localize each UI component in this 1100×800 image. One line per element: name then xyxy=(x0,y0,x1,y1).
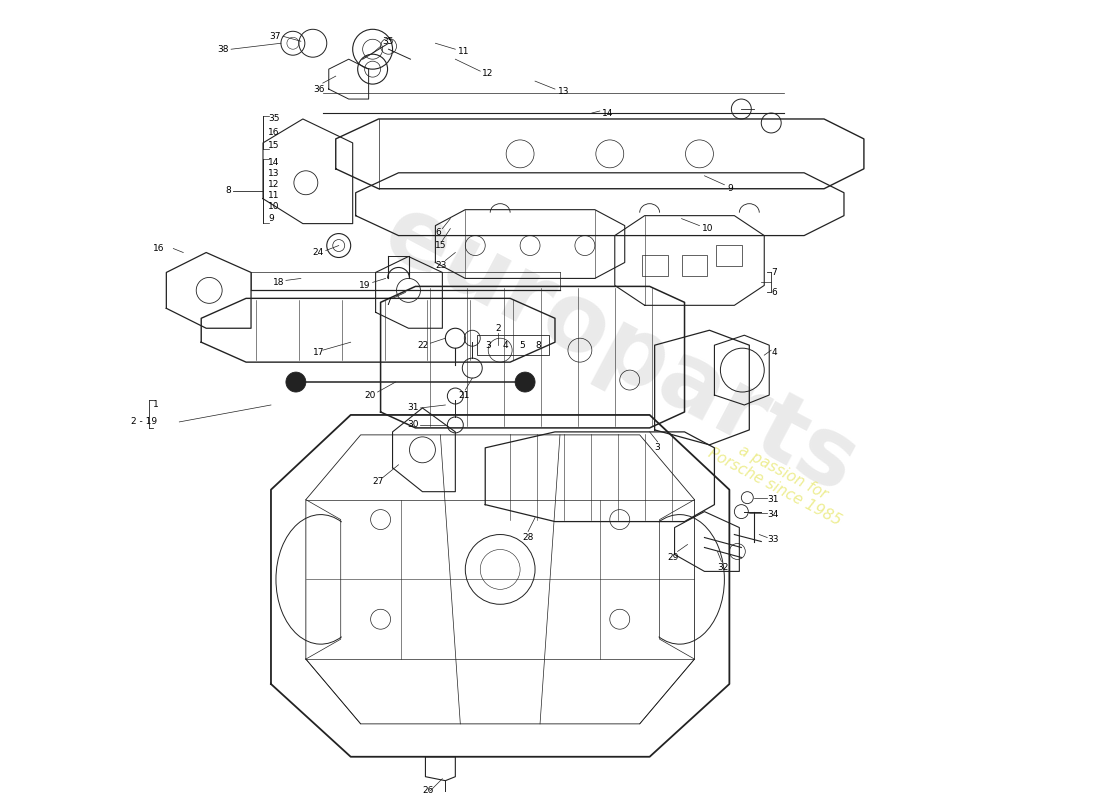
Text: 16: 16 xyxy=(268,129,279,138)
Text: 6: 6 xyxy=(771,288,777,297)
Text: 37: 37 xyxy=(270,32,280,41)
Text: 1: 1 xyxy=(153,401,159,410)
Text: 11: 11 xyxy=(268,191,279,200)
Text: 10: 10 xyxy=(268,202,279,211)
Text: 19: 19 xyxy=(359,281,371,290)
Text: 23: 23 xyxy=(436,261,447,270)
Text: 35: 35 xyxy=(383,37,394,46)
Bar xyxy=(477,335,549,355)
Text: 3: 3 xyxy=(485,341,491,350)
Text: europarts: europarts xyxy=(367,187,872,514)
Text: 13: 13 xyxy=(268,170,279,178)
Text: 15: 15 xyxy=(268,142,279,150)
Text: 13: 13 xyxy=(558,86,570,95)
Bar xyxy=(682,254,707,277)
Text: 2: 2 xyxy=(495,324,500,333)
Circle shape xyxy=(515,372,535,392)
Text: 18: 18 xyxy=(273,278,285,287)
Text: 11: 11 xyxy=(459,46,470,56)
Text: 8: 8 xyxy=(226,186,231,195)
Text: 4: 4 xyxy=(503,341,508,350)
Text: 14: 14 xyxy=(268,158,279,167)
Text: 27: 27 xyxy=(373,478,384,486)
Text: 26: 26 xyxy=(422,786,433,795)
Text: 10: 10 xyxy=(702,224,713,233)
Bar xyxy=(641,254,668,277)
Text: 6: 6 xyxy=(436,228,441,237)
Text: 3: 3 xyxy=(654,443,660,452)
Text: 31: 31 xyxy=(767,495,779,504)
Text: 16: 16 xyxy=(153,244,165,253)
Circle shape xyxy=(286,372,306,392)
Text: 32: 32 xyxy=(717,563,729,572)
Text: 28: 28 xyxy=(522,533,534,542)
Text: 12: 12 xyxy=(482,69,494,78)
Text: 7: 7 xyxy=(771,268,777,277)
Text: 20: 20 xyxy=(364,390,375,399)
Text: 29: 29 xyxy=(668,553,679,562)
Text: 5: 5 xyxy=(519,341,525,350)
Text: 22: 22 xyxy=(417,341,428,350)
Text: 17: 17 xyxy=(312,348,324,357)
Bar xyxy=(716,245,742,266)
Text: 30: 30 xyxy=(407,421,418,430)
Text: 9: 9 xyxy=(268,214,274,223)
Text: 7: 7 xyxy=(386,298,392,307)
Text: 24: 24 xyxy=(312,248,324,257)
Text: 14: 14 xyxy=(602,109,613,118)
Text: 2 - 19: 2 - 19 xyxy=(132,418,157,426)
Text: 36: 36 xyxy=(312,85,324,94)
Text: 9: 9 xyxy=(727,184,733,194)
Text: 35: 35 xyxy=(268,114,279,123)
Text: 33: 33 xyxy=(767,535,779,544)
Text: 38: 38 xyxy=(218,45,229,54)
Text: 4: 4 xyxy=(771,348,777,357)
Text: a passion for
Porsche since 1985: a passion for Porsche since 1985 xyxy=(706,430,852,529)
Text: 34: 34 xyxy=(767,510,779,519)
Text: 12: 12 xyxy=(268,180,279,190)
Text: 15: 15 xyxy=(436,241,447,250)
Text: 8: 8 xyxy=(536,341,541,350)
Text: 21: 21 xyxy=(459,390,470,399)
Text: 31: 31 xyxy=(407,403,418,413)
